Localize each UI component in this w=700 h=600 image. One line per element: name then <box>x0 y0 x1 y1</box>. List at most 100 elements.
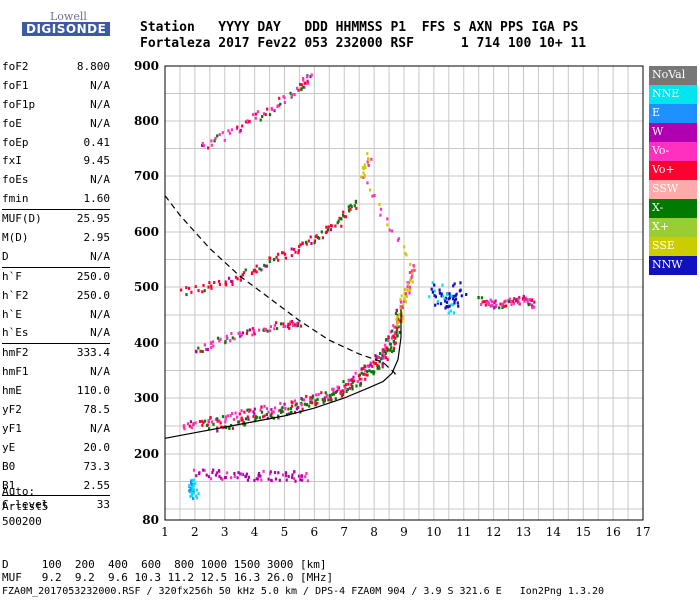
data-point <box>533 305 536 309</box>
data-point <box>369 363 372 367</box>
data-point <box>208 281 211 285</box>
data-point <box>365 373 368 377</box>
data-point <box>364 369 367 372</box>
data-point <box>413 268 416 272</box>
data-point <box>248 120 251 124</box>
data-point <box>403 288 406 292</box>
data-point <box>491 303 494 307</box>
data-point <box>201 468 205 472</box>
data-point <box>452 284 455 288</box>
data-point <box>210 139 213 143</box>
data-point <box>206 348 209 352</box>
data-point <box>382 350 385 354</box>
data-point <box>282 322 285 326</box>
data-point <box>192 468 196 472</box>
data-point <box>362 366 365 370</box>
data-point <box>231 426 234 430</box>
data-point <box>291 401 294 405</box>
data-point <box>269 470 272 474</box>
data-point <box>348 209 351 213</box>
param-row: foEp 0.41 <box>2 134 110 153</box>
data-point <box>305 242 308 246</box>
data-point <box>188 484 191 487</box>
data-point <box>217 279 221 283</box>
x-tick-label: 7 <box>340 525 348 539</box>
data-point <box>397 317 400 321</box>
data-point <box>239 334 242 338</box>
data-point <box>190 426 193 430</box>
data-point <box>231 412 234 415</box>
data-point <box>397 325 400 329</box>
data-point <box>252 410 255 414</box>
data-point <box>395 325 398 329</box>
data-point <box>239 472 242 476</box>
data-point <box>224 420 227 424</box>
data-point <box>443 297 446 301</box>
param-label: foE <box>2 116 22 130</box>
data-point <box>367 158 370 161</box>
param-label: yF1 <box>2 421 22 435</box>
data-point <box>310 242 313 245</box>
muf-curve <box>164 195 396 379</box>
data-point <box>431 281 434 285</box>
data-point <box>202 144 206 148</box>
data-point <box>448 304 451 308</box>
data-point <box>230 279 233 283</box>
data-point <box>387 336 390 340</box>
data-point <box>246 120 249 124</box>
data-point <box>386 346 389 350</box>
param-label: MUF(D) <box>2 212 42 226</box>
data-point <box>186 422 190 426</box>
data-point <box>363 163 366 167</box>
polarization-legend: NoVal NNE E W Vo- Vo+ SSW X- X+ SSE NNW <box>649 66 697 275</box>
data-point <box>228 131 231 135</box>
data-point <box>438 291 441 295</box>
x-tick-label: 6 <box>311 525 319 539</box>
data-point <box>194 421 197 425</box>
param-value: N/A <box>90 365 110 379</box>
data-point <box>527 303 530 307</box>
data-point <box>204 419 207 423</box>
data-point <box>293 470 296 474</box>
data-point <box>303 81 306 85</box>
data-point <box>329 228 332 232</box>
data-point <box>380 357 383 361</box>
data-point <box>335 389 338 393</box>
param-label: foF1p <box>2 97 36 111</box>
data-point <box>378 366 381 370</box>
data-point <box>201 419 204 423</box>
data-point <box>411 271 414 275</box>
y-tick-label: 600 <box>134 225 159 239</box>
digisonde-logo: Lowell DIGISONDE <box>8 8 118 48</box>
data-point <box>340 224 343 228</box>
data-point <box>290 94 293 98</box>
data-point <box>369 361 372 365</box>
data-point <box>262 415 265 419</box>
header-values: Fortaleza 2017 Fev22 053 232000 RSF 1 71… <box>140 36 587 51</box>
x-tick-label: 17 <box>635 525 650 539</box>
data-point <box>256 110 260 114</box>
x-tick-label: 14 <box>546 525 562 539</box>
data-point <box>307 239 310 243</box>
data-point <box>259 474 262 478</box>
param-row: foF2 8.800 <box>2 58 110 77</box>
data-point <box>212 468 215 472</box>
data-point <box>233 337 236 341</box>
data-point <box>225 334 228 338</box>
data-point <box>483 300 486 304</box>
data-point <box>529 302 532 306</box>
data-point <box>306 75 309 79</box>
data-point <box>241 331 244 335</box>
data-point <box>394 341 397 345</box>
data-point <box>330 224 333 228</box>
data-point <box>277 414 280 418</box>
data-point <box>201 350 204 353</box>
data-point <box>219 421 222 425</box>
data-point <box>247 475 250 479</box>
data-point <box>221 477 224 481</box>
data-point <box>291 473 294 477</box>
electron-density-profile <box>164 309 402 439</box>
data-point <box>212 344 215 348</box>
data-point <box>371 364 374 368</box>
